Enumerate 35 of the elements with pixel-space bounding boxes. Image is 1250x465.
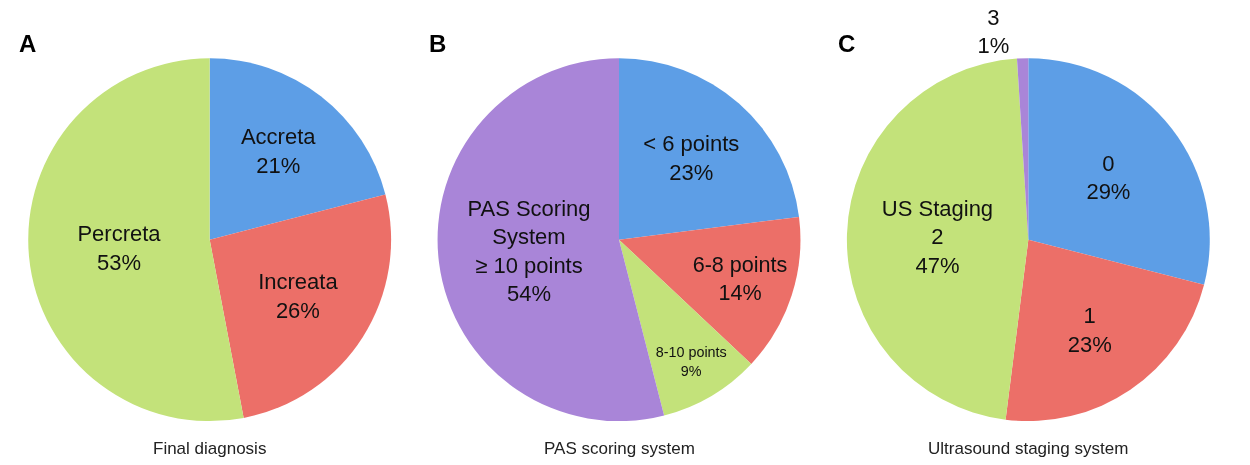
pie-slice bbox=[1028, 58, 1210, 285]
slice-label: Percreta bbox=[77, 221, 162, 247]
pie-slice bbox=[209, 58, 386, 240]
pie-slice bbox=[619, 58, 800, 240]
pie-slice bbox=[619, 216, 801, 364]
data-label: 21% bbox=[256, 152, 301, 178]
data-label: 23% bbox=[1067, 331, 1112, 357]
data-label: 53% bbox=[96, 250, 141, 276]
text: B bbox=[429, 30, 447, 57]
slice-label: 6-8 points bbox=[692, 252, 788, 278]
slice-label: 8-10 points bbox=[655, 344, 727, 361]
slice-label: US Staging 2 bbox=[881, 195, 994, 250]
text: A bbox=[19, 30, 37, 57]
data-label: 26% bbox=[275, 297, 320, 323]
data-label: 9% bbox=[680, 363, 702, 380]
slice-label: Increata bbox=[258, 269, 339, 295]
text: C bbox=[838, 30, 856, 57]
pie-slice bbox=[846, 58, 1029, 420]
text: PAS scoring system bbox=[544, 439, 695, 458]
slice-label: 1 bbox=[1083, 303, 1096, 329]
text: Final diagnosis bbox=[153, 439, 267, 458]
text: Ultrasound staging system bbox=[928, 439, 1129, 458]
data-label: 47% bbox=[915, 252, 960, 278]
pie-slice bbox=[209, 194, 392, 418]
slice-label: < 6 points bbox=[643, 130, 740, 156]
pie-slice bbox=[1005, 239, 1205, 422]
slice-label: 3 bbox=[987, 4, 1000, 30]
slice-label: PAS Scoring System ≥ 10 points bbox=[467, 195, 591, 278]
slice-label: Accreta bbox=[240, 123, 317, 149]
data-label: 23% bbox=[669, 159, 714, 185]
data-label: 14% bbox=[718, 280, 762, 306]
slice-label: 0 bbox=[1102, 150, 1115, 176]
data-label: 1% bbox=[977, 33, 1010, 59]
data-label: 29% bbox=[1086, 179, 1131, 205]
data-label: 54% bbox=[506, 281, 552, 307]
